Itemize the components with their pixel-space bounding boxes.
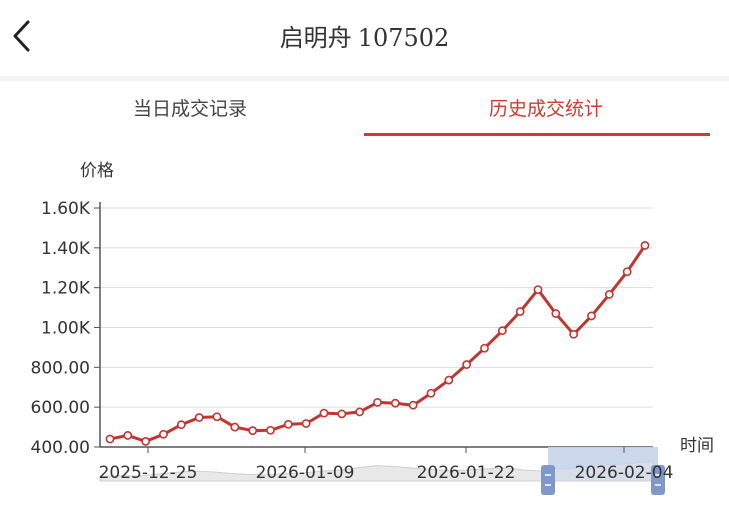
active-tab-indicator xyxy=(364,133,710,136)
y-axis-title: 价格 xyxy=(80,161,114,181)
data-point[interactable] xyxy=(462,360,472,369)
data-point[interactable] xyxy=(176,420,186,430)
data-point[interactable] xyxy=(373,397,382,407)
zoom-handle-left[interactable] xyxy=(541,465,555,495)
data-point[interactable] xyxy=(194,413,204,422)
y-tick-label: 400.00 xyxy=(31,438,90,458)
data-point[interactable] xyxy=(123,431,133,440)
y-tick-label: 1.60K xyxy=(41,199,91,219)
x-tick-label: 2025-12-25 xyxy=(99,463,198,483)
y-tick-label: 600.00 xyxy=(31,398,90,418)
data-point[interactable] xyxy=(212,412,222,422)
x-tick-label: 2026-01-09 xyxy=(256,463,355,483)
data-point[interactable] xyxy=(390,398,400,408)
data-point[interactable] xyxy=(283,419,293,429)
price-chart: 价格 400.00 600.00 800.00 1.00K 1.20K 1.40K 1.60K… xyxy=(31,161,714,495)
stock-name: 启明舟 xyxy=(279,24,352,52)
data-point[interactable] xyxy=(569,329,579,339)
data-point[interactable] xyxy=(426,388,436,398)
chevron-left-icon xyxy=(13,20,30,52)
data-point[interactable] xyxy=(266,425,275,435)
y-tick-label: 1.20K xyxy=(41,279,91,299)
data-point[interactable] xyxy=(604,290,614,299)
data-point[interactable] xyxy=(587,311,596,321)
data-point[interactable] xyxy=(640,241,650,250)
zoom-slider-selection xyxy=(548,447,658,481)
data-point[interactable] xyxy=(301,419,311,428)
header-divider xyxy=(0,76,729,81)
x-axis-title: 时间 xyxy=(680,436,714,456)
data-point[interactable] xyxy=(622,267,632,277)
data-point[interactable] xyxy=(355,407,365,417)
back-button[interactable] xyxy=(6,16,40,56)
x-tick-label: 2026-01-22 xyxy=(417,463,516,483)
data-point[interactable] xyxy=(159,429,168,439)
data-point[interactable] xyxy=(551,309,561,318)
data-point[interactable] xyxy=(248,426,258,436)
data-point[interactable] xyxy=(408,400,418,410)
y-tick-label: 800.00 xyxy=(31,358,90,378)
page-title: 启明舟 107502 xyxy=(0,18,729,53)
stock-code: 107502 xyxy=(357,24,450,52)
tab-history-stats[interactable]: 历史成交统计 xyxy=(488,98,603,120)
x-tick-label: 2026-02-04 xyxy=(575,463,674,483)
data-point[interactable] xyxy=(515,307,525,316)
data-point[interactable] xyxy=(444,375,454,385)
price-series-line xyxy=(109,244,647,443)
data-point[interactable] xyxy=(337,409,347,419)
y-tick-label: 1.00K xyxy=(41,319,91,339)
data-point[interactable] xyxy=(141,437,151,446)
data-point[interactable] xyxy=(533,285,543,295)
data-point[interactable] xyxy=(319,408,329,418)
data-point[interactable] xyxy=(497,326,507,336)
tab-daily-records[interactable]: 当日成交记录 xyxy=(132,98,247,120)
zoom-handle-right[interactable] xyxy=(651,465,665,495)
y-tick-label: 1.40K xyxy=(41,239,91,259)
data-point[interactable] xyxy=(480,343,489,353)
data-point[interactable] xyxy=(105,434,115,444)
header-bar: 启明舟 107502 xyxy=(0,0,729,76)
data-point[interactable] xyxy=(230,422,240,432)
